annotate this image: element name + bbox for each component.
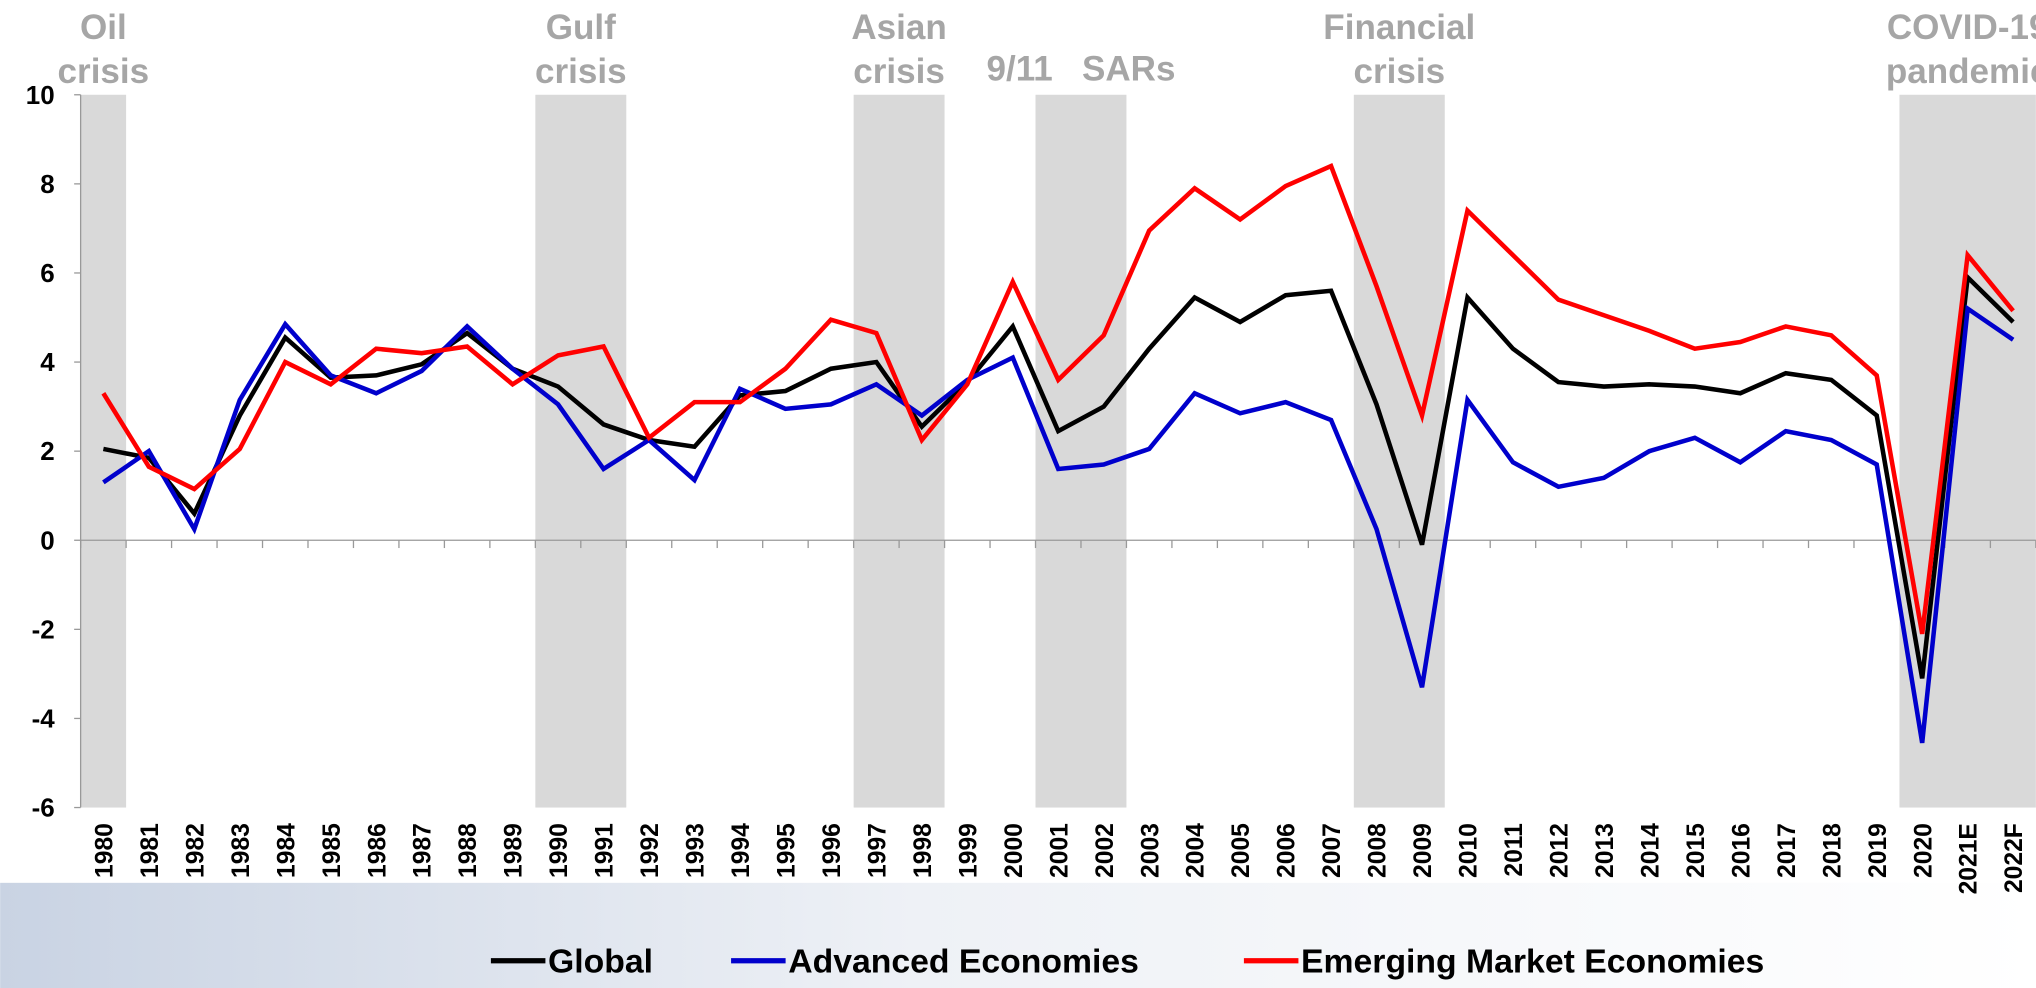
y-tick-label: -2 xyxy=(32,614,55,644)
x-tick-label: 2021E xyxy=(1956,823,1983,894)
crisis-label: Oil xyxy=(80,8,127,47)
x-tick-label: 2009 xyxy=(1410,823,1437,878)
x-tick-label: 2019 xyxy=(1865,823,1892,878)
x-tick-label: 2003 xyxy=(1137,823,1164,878)
x-tick-label: 2020 xyxy=(1910,823,1937,878)
x-tick-label: 1983 xyxy=(228,823,255,878)
crisis-label: crisis xyxy=(1353,52,1445,91)
crisis-band xyxy=(535,94,627,808)
y-tick-label: 8 xyxy=(40,169,54,199)
x-tick-label: 1989 xyxy=(501,823,528,878)
x-tick-label: 1993 xyxy=(683,823,710,878)
x-tick-label: 2015 xyxy=(1683,823,1710,878)
x-tick-label: 1999 xyxy=(955,823,982,878)
x-tick-label: 1992 xyxy=(637,823,664,878)
x-tick-label: 1998 xyxy=(910,823,937,878)
crisis-label: crisis xyxy=(853,52,945,91)
x-tick-label: 2014 xyxy=(1637,823,1664,878)
x-tick-label: 1984 xyxy=(273,823,300,878)
x-tick-label: 2013 xyxy=(1592,823,1619,878)
crisis-label: crisis xyxy=(58,52,150,91)
x-tick-label: 2007 xyxy=(1319,823,1346,878)
x-tick-label: 2012 xyxy=(1547,823,1574,878)
crisis-label: COVID-19 xyxy=(1887,8,2036,47)
x-tick-label: 1982 xyxy=(182,823,209,878)
x-tick-label: 2005 xyxy=(1228,823,1255,878)
x-tick-label: 1997 xyxy=(864,823,891,878)
crisis-label: Financial xyxy=(1323,8,1475,47)
crisis-label: pandemic xyxy=(1886,52,2036,91)
y-tick-label: 10 xyxy=(26,80,55,110)
x-tick-label: 1995 xyxy=(774,823,801,878)
crisis-label: Gulf xyxy=(546,8,616,47)
crisis-label: crisis xyxy=(535,52,627,91)
x-tick-label: 2010 xyxy=(1456,823,1483,878)
x-tick-label: 1985 xyxy=(319,823,346,878)
crisis-band xyxy=(853,94,945,808)
x-tick-label: 2017 xyxy=(1774,823,1801,878)
crisis-label: 9/11 SARs xyxy=(986,49,1175,88)
x-tick-label: 1987 xyxy=(410,823,437,878)
x-tick-label: 1980 xyxy=(91,823,118,878)
y-tick-label: 0 xyxy=(40,525,54,555)
x-tick-label: 2000 xyxy=(1001,823,1028,878)
x-tick-label: 1988 xyxy=(455,823,482,878)
x-tick-label: 2018 xyxy=(1819,823,1846,878)
x-tick-label: 2006 xyxy=(1274,823,1301,878)
legend-label: Advanced Economies xyxy=(788,942,1139,980)
y-tick-label: -4 xyxy=(32,704,56,734)
crisis-band xyxy=(1353,94,1445,808)
x-tick-label: 2002 xyxy=(1092,823,1119,878)
crisis-band xyxy=(1899,94,2036,808)
x-tick-label: 1991 xyxy=(592,823,619,878)
y-tick-label: 4 xyxy=(40,347,55,377)
x-tick-label: 2001 xyxy=(1046,823,1073,878)
series-line xyxy=(102,272,2015,679)
x-tick-label: 1994 xyxy=(728,823,755,878)
y-tick-label: 2 xyxy=(40,436,54,466)
x-tick-label: 2011 xyxy=(1501,823,1528,877)
x-tick-label: 1990 xyxy=(546,823,573,878)
series-line xyxy=(102,304,2015,744)
x-tick-label: 1981 xyxy=(137,823,164,878)
x-tick-label: 2004 xyxy=(1183,823,1210,878)
background-band xyxy=(0,882,2036,988)
series-line xyxy=(101,163,2015,635)
x-tick-label: 2008 xyxy=(1365,823,1392,878)
crisis-label: Asian xyxy=(851,8,946,47)
y-tick-label: 6 xyxy=(40,258,54,288)
legend-label: Global xyxy=(548,942,653,980)
x-tick-label: 1986 xyxy=(364,823,391,878)
y-tick-label: -6 xyxy=(32,793,55,823)
legend-label: Emerging Market Economies xyxy=(1301,942,1764,980)
x-tick-label: 1996 xyxy=(819,823,846,878)
x-tick-label: 2016 xyxy=(1728,823,1755,878)
x-tick-label: 2022F xyxy=(2001,823,2028,893)
